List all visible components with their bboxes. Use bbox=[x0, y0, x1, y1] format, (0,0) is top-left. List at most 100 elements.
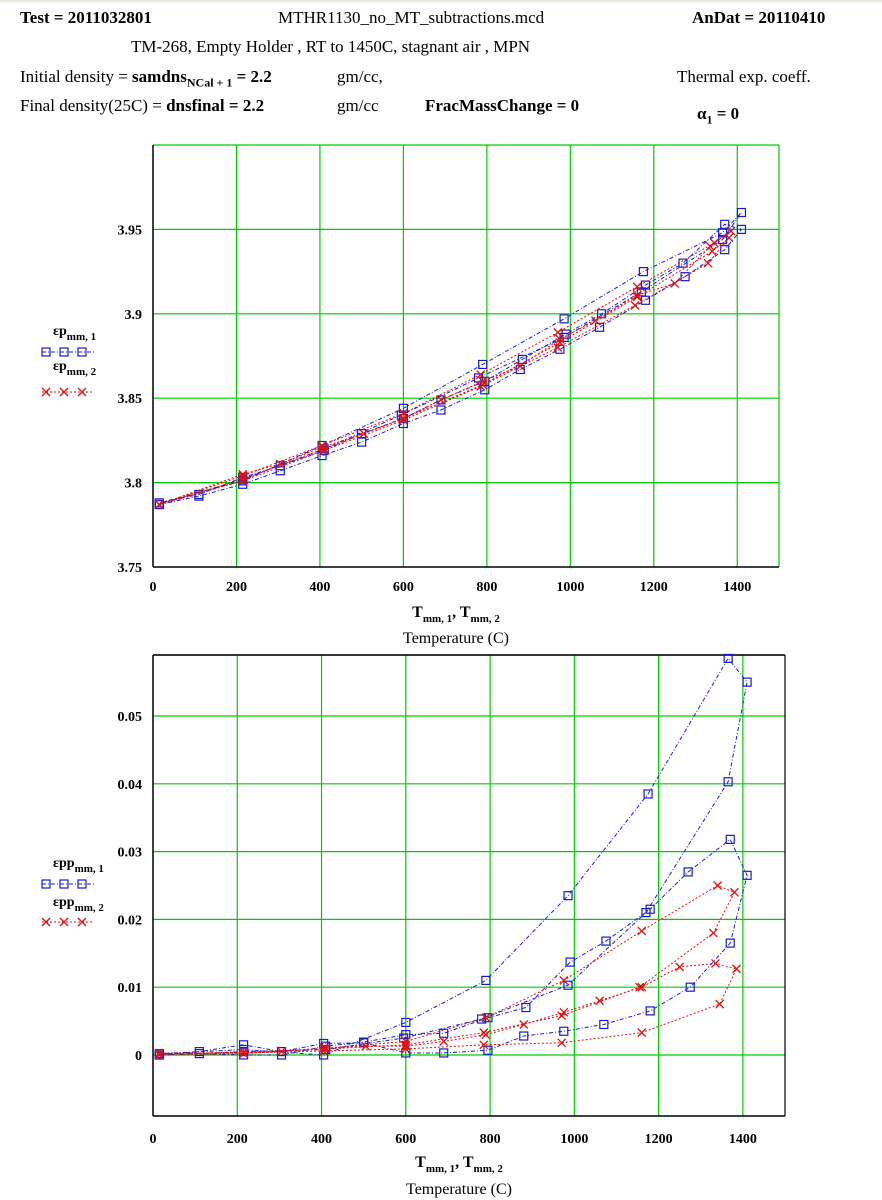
series-2 bbox=[154, 881, 742, 1060]
y-tick-label: 0.01 bbox=[118, 981, 143, 996]
data-point bbox=[594, 322, 605, 332]
data-point bbox=[563, 980, 573, 990]
data-point bbox=[595, 996, 605, 1006]
data-point bbox=[515, 361, 525, 371]
data-point bbox=[637, 926, 647, 936]
data-point bbox=[565, 957, 575, 967]
data-point bbox=[481, 1013, 491, 1023]
final-density-var: dnsfinal bbox=[166, 96, 225, 115]
data-point bbox=[479, 1040, 489, 1050]
legend-marker bbox=[59, 387, 69, 397]
legend-marker bbox=[59, 917, 69, 927]
y-tick-label: 3.75 bbox=[118, 561, 143, 576]
data-point bbox=[635, 982, 645, 992]
y-tick-label: 0.04 bbox=[118, 778, 143, 793]
data-point bbox=[637, 982, 647, 992]
frac-mass-change: FracMassChange = 0 bbox=[425, 96, 580, 115]
thermal-exp-label: Thermal exp. coeff. bbox=[677, 67, 811, 86]
data-point bbox=[154, 500, 164, 510]
data-point bbox=[401, 1017, 411, 1028]
data-point bbox=[519, 1031, 529, 1041]
data-point bbox=[154, 1050, 164, 1060]
data-point bbox=[736, 207, 747, 218]
legend-marker bbox=[41, 387, 51, 397]
x-axis-caption: Temperature (C) bbox=[406, 1181, 512, 1198]
data-point bbox=[401, 1044, 411, 1054]
data-point bbox=[521, 1002, 531, 1013]
data-point bbox=[729, 887, 739, 897]
data-point bbox=[277, 1047, 286, 1057]
data-point bbox=[398, 413, 408, 423]
data-point bbox=[357, 429, 367, 439]
data-point bbox=[685, 982, 695, 992]
y-tick-label: 3.8 bbox=[125, 477, 143, 492]
x-tick-label: 200 bbox=[227, 1132, 248, 1147]
legend-marker bbox=[41, 917, 51, 927]
x-tick-label: 200 bbox=[226, 580, 247, 595]
data-point bbox=[436, 405, 446, 415]
x-axis-caption: Temperature (C) bbox=[403, 630, 509, 647]
data-point bbox=[713, 881, 723, 890]
initial-density-unit: gm/cc, bbox=[337, 67, 383, 86]
data-point bbox=[559, 332, 569, 343]
data-point bbox=[238, 471, 248, 481]
x-tick-label: 800 bbox=[476, 580, 497, 595]
data-point bbox=[478, 359, 488, 370]
data-point bbox=[439, 1048, 449, 1058]
y-tick-label: 0 bbox=[135, 1049, 142, 1064]
data-point bbox=[481, 1030, 491, 1040]
data-point bbox=[708, 928, 718, 938]
series-2 bbox=[154, 226, 736, 510]
data-point bbox=[557, 1038, 567, 1048]
final-density: Final density(25C) = dnsfinal = 2.2 bbox=[20, 96, 264, 116]
data-point bbox=[477, 1014, 487, 1024]
legend-marker bbox=[77, 387, 87, 397]
data-point bbox=[359, 429, 369, 439]
data-point bbox=[638, 267, 648, 277]
legend-label: εppmm, 2 bbox=[53, 895, 104, 914]
data-point bbox=[398, 403, 408, 413]
legend-label: εppmm, 1 bbox=[53, 856, 104, 875]
data-point bbox=[483, 1013, 493, 1023]
data-point bbox=[401, 1040, 411, 1050]
data-point bbox=[641, 908, 651, 918]
data-point bbox=[478, 376, 488, 386]
data-point bbox=[559, 314, 569, 324]
x-tick-label: 1200 bbox=[645, 1132, 673, 1147]
data-point bbox=[319, 1046, 329, 1056]
x-tick-label: 1000 bbox=[556, 580, 584, 595]
legend-label: εpmm, 2 bbox=[53, 359, 97, 378]
y-tick-label: 0.02 bbox=[118, 913, 143, 928]
data-point bbox=[707, 246, 717, 256]
data-point bbox=[632, 292, 642, 302]
x-axis-label: Tmm, 1, Tmm, 2 bbox=[415, 1154, 503, 1175]
data-point bbox=[275, 461, 285, 471]
data-point bbox=[683, 867, 693, 877]
data-point bbox=[705, 241, 715, 251]
initial-density-value: = 2.2 bbox=[236, 67, 272, 86]
data-point bbox=[436, 395, 446, 405]
y-tick-label: 0.03 bbox=[118, 846, 143, 861]
data-point bbox=[555, 334, 565, 344]
data-point bbox=[519, 1020, 529, 1029]
data-point bbox=[553, 327, 563, 337]
data-point bbox=[726, 226, 736, 236]
data-point bbox=[720, 245, 730, 255]
initial-density-label: Initial density = bbox=[20, 67, 128, 86]
data-point bbox=[317, 441, 327, 450]
data-point bbox=[632, 290, 642, 300]
y-tick-label: 3.85 bbox=[118, 392, 143, 407]
series-1 bbox=[154, 653, 752, 1060]
x-tick-label: 1400 bbox=[723, 580, 751, 595]
data-point bbox=[473, 373, 484, 383]
data-point bbox=[590, 316, 600, 326]
legend-marker bbox=[77, 917, 87, 927]
data-point bbox=[476, 381, 486, 391]
data-point bbox=[483, 1045, 493, 1055]
data-point bbox=[275, 459, 285, 469]
data-point bbox=[401, 1030, 411, 1040]
data-point bbox=[703, 258, 713, 268]
data-point bbox=[723, 653, 733, 663]
test-label: Test = 2011032801 bbox=[20, 8, 152, 27]
